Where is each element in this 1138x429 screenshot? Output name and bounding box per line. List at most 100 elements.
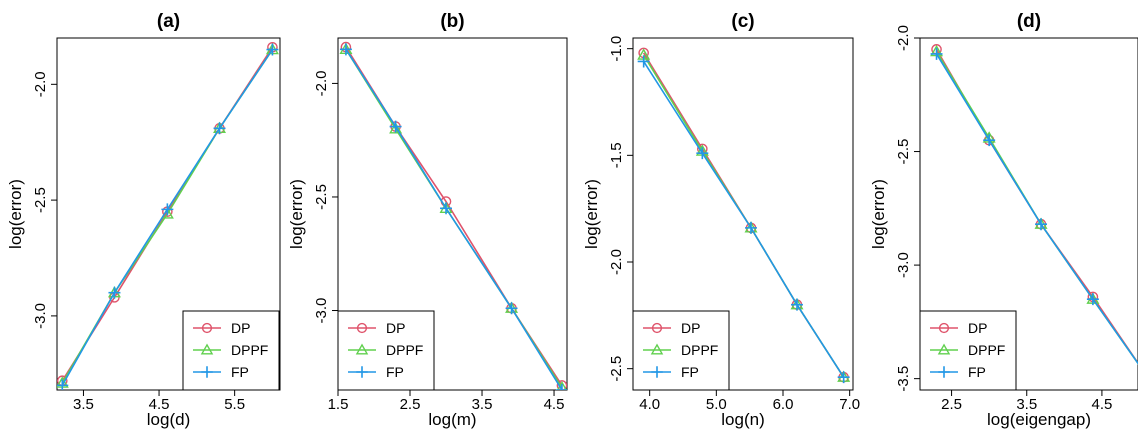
x-tick-label: 4.5 [544,396,565,413]
panel-d-title: (d) [1017,11,1041,32]
panel-b: (b) 1.5 2.5 3.5 4.5 -3.0 -2.5 -2.0 log(m) log(err… [287,11,568,429]
panel-b-legend: DP DPPF FP [337,310,435,391]
panel-a-plot-area [57,41,279,390]
legend-fp-label: FP [231,364,249,380]
series-fp-point [555,384,567,390]
series-dppf-point [389,122,403,134]
panel-a-xlabel: log(d) [147,410,190,429]
panel-b-plot-area [339,41,567,390]
x-tick-label: 3.5 [1016,396,1037,413]
series-fp-point [440,202,452,215]
legend-dppf-marker [355,343,369,355]
y-tick-label: -3.5 [895,366,912,392]
legend-fp-marker [201,366,213,378]
series-dp-point [556,380,567,390]
series-fp-point [837,371,850,384]
x-tick-label: 6.0 [773,396,794,413]
panel-d-frame [919,37,1138,391]
legend-dp-label: DP [231,320,250,336]
legend-dppf-label: DPPF [231,342,268,358]
x-tick-label: 4.5 [1091,396,1112,413]
x-tick-label: 5.5 [224,396,245,413]
legend-dp-label: DP [386,320,405,336]
panel-d-legend: DP DPPF FP [919,310,1017,391]
y-tick-label: -3.0 [895,252,912,278]
panel-c-legend: DP DPPF FP [632,310,730,391]
legend-dppf-marker [650,343,664,355]
legend-dppf-label: DPPF [386,342,423,358]
legend-dppf-marker [200,343,214,355]
panel-c: (c) 4.0 5.0 6.0 7.0 -2.5 -2.0 -1.5 -1.0 log(n) log… [582,11,860,429]
y-tick-label: -2.5 [32,187,49,213]
legend-fp-label: FP [681,364,699,380]
series-fp-point [213,122,226,135]
y-tick-label: -2.0 [313,70,330,96]
series-fp-point [339,43,352,56]
panel-a-title: (a) [157,11,180,32]
legend-dp-marker [938,322,950,334]
series-fp-point [930,47,943,60]
x-tick-label: 4.0 [639,396,660,413]
x-tick-label: 3.5 [73,396,94,413]
series-fp-point [57,379,69,390]
y-tick-label: -2.0 [895,25,912,51]
series-fp-point [1035,218,1048,231]
panel-d-ylabel: log(error) [869,179,888,249]
legend-dp-marker [201,322,213,334]
legend-dp-label: DP [681,320,700,336]
series-fp-point [161,203,174,216]
legend-dppf-label: DPPF [681,342,718,358]
y-tick-label: -2.0 [32,71,49,97]
legend-fp-marker [651,366,663,378]
series-fp-point [389,120,402,133]
y-tick-label: -2.5 [313,184,330,210]
panel-c-ylabel: log(error) [582,179,601,249]
series-fp-point [266,43,279,56]
x-tick-label: 2.5 [400,396,421,413]
legend-fp-label: FP [968,364,986,380]
panel-d: (d) 2.5 3.5 4.5 -3.5 -3.0 -2.5 -2.0 log(eigengap… [869,11,1138,429]
legend-box [182,310,280,391]
y-tick-label: -2.5 [608,356,625,382]
y-tick-label: -1.0 [608,36,625,62]
x-tick-label: 1.5 [328,396,349,413]
series-fp-point [1086,293,1099,306]
legend-dp-label: DP [968,320,987,336]
panel-d-xlabel: log(eigengap) [987,410,1091,429]
panel-b-title: (b) [440,11,464,32]
panel-b-xlabel: log(m) [428,410,476,429]
y-tick-label: -2.0 [608,249,625,275]
panel-c-frame [632,37,854,391]
panel-b-ylabel: log(error) [287,179,306,249]
series-fp-point [983,134,996,147]
legend-fp-marker [356,366,368,378]
legend-dppf-marker [937,343,951,355]
y-tick-label: -1.5 [608,142,625,168]
panel-c-title: (c) [731,11,754,32]
panel-c-plot-area [637,47,851,384]
series-fp-point [696,147,709,160]
panel-b-frame [337,37,568,391]
legend-fp-label: FP [386,364,404,380]
y-tick-label: -3.0 [32,303,49,329]
panel-d-plot-area [930,44,1138,365]
series-fp-point [505,302,518,315]
x-tick-label: 7.0 [839,396,860,413]
series-fp-point [791,298,803,311]
legend-fp-marker [938,366,950,378]
y-tick-label: -2.5 [895,139,912,165]
legend-dppf-label: DPPF [968,342,1005,358]
series-fp-point [108,286,121,299]
legend-dp-marker [651,322,663,334]
x-tick-label: 2.5 [941,396,962,413]
x-tick-label: 5.0 [706,396,727,413]
y-tick-label: -3.0 [313,298,330,324]
series-fp-point [745,221,757,234]
series-fp-point [637,55,650,68]
panel-c-xlabel: log(n) [721,410,764,429]
panel-a-frame [56,37,281,391]
panel-a-legend: DP DPPF FP [182,310,280,391]
x-tick-label: 4.5 [149,396,170,413]
x-tick-label: 3.5 [472,396,493,413]
